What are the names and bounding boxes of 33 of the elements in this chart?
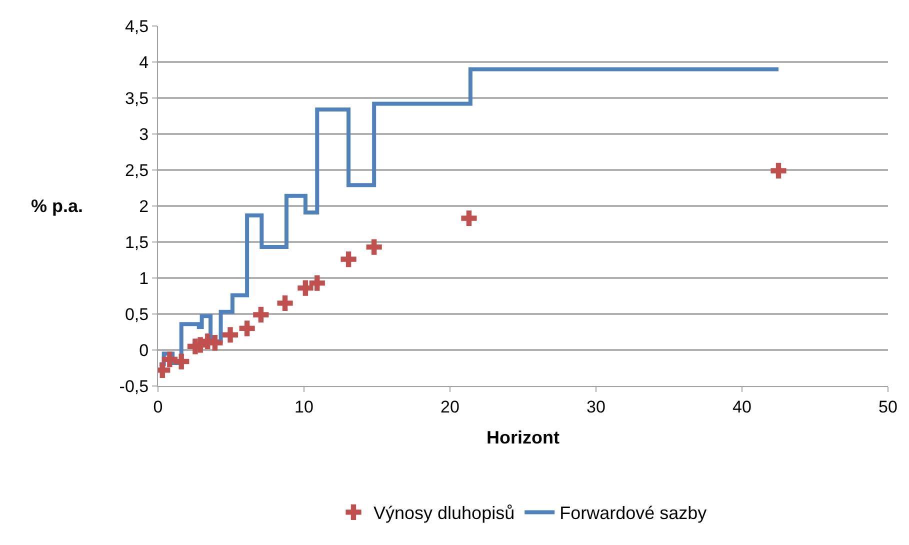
x-tick-label: 50 <box>878 397 898 416</box>
point <box>366 239 382 255</box>
y-tick-label: 4 <box>139 52 149 72</box>
y-axis-title: % p.a. <box>31 196 84 216</box>
legend-label: Forwardové sazby <box>560 503 707 524</box>
point <box>162 352 178 368</box>
point <box>174 354 190 370</box>
y-tick-label: 2,5 <box>124 160 149 180</box>
point <box>770 162 786 179</box>
x-tick-label: 40 <box>732 397 752 416</box>
point <box>309 275 325 291</box>
x-tick-label: 30 <box>586 397 606 416</box>
y-tick-label: 2 <box>139 196 149 216</box>
x-tick-label: 20 <box>440 397 460 416</box>
point <box>222 327 238 343</box>
legend-label: Výnosy dluhopisů <box>374 503 515 524</box>
y-tick-label: 1,5 <box>124 232 149 252</box>
y-tick-label: 1 <box>139 268 149 288</box>
y-tick-label: 3 <box>139 124 149 144</box>
x-tick-label: 10 <box>294 397 314 416</box>
y-tick-label: 0 <box>139 340 149 360</box>
y-tick-label: 0,5 <box>124 304 149 324</box>
point <box>239 320 255 336</box>
y-tick-label: 4,5 <box>124 16 149 36</box>
point <box>298 280 314 296</box>
x-tick-label: 0 <box>153 397 163 416</box>
point <box>340 251 356 268</box>
y-tick-label: 3,5 <box>124 88 149 108</box>
point <box>253 306 269 323</box>
point <box>277 295 293 311</box>
y-tick-label: -0,5 <box>119 376 149 396</box>
x-axis-title: Horizont <box>486 428 560 448</box>
point <box>461 210 477 226</box>
